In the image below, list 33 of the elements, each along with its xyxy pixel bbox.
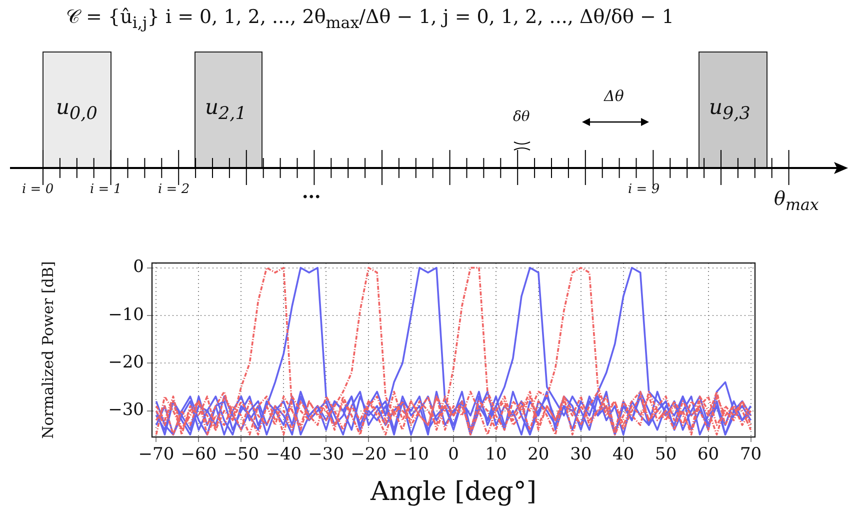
x-tick-label: −10	[393, 444, 429, 465]
x-tick-label: 10	[485, 444, 507, 465]
text: θ$_{max}$	[774, 188, 819, 214]
y-axis-title: Normalized Power [dB]	[38, 261, 57, 439]
text: 𝒞 = {û$_{i,j}$} i = 0, 1, 2, ..., 2θ$_{max}$/Δθ − 1, j = 0, 1, 2, ..., Δθ/δθ − 1	[66, 6, 674, 32]
x-tick-label: −20	[350, 444, 387, 465]
x-tick-label: 40	[612, 444, 634, 465]
y-tick-label: −10	[108, 304, 144, 325]
text: i = 1	[90, 182, 122, 197]
x-tick-label: −40	[266, 444, 302, 465]
text: i = 2	[158, 182, 190, 197]
text: u$_{9,3}$	[709, 95, 750, 124]
x-tick-label: 60	[697, 444, 720, 465]
x-tick-label: 30	[570, 444, 592, 465]
y-tick-label: −30	[108, 400, 144, 420]
text: i = 0	[22, 182, 54, 197]
y-tick-label: −20	[108, 352, 144, 373]
x-tick-label: −70	[138, 444, 174, 465]
text: i = 9	[628, 182, 660, 197]
x-tick-label: −50	[223, 444, 260, 465]
x-tick-label: 20	[528, 444, 550, 465]
x-axis-title: Angle [deg°]	[369, 477, 537, 508]
x-tick-label: −30	[308, 444, 344, 465]
text: Δθ	[604, 87, 624, 105]
x-tick-label: 50	[655, 444, 677, 465]
text: ...	[302, 182, 321, 203]
x-tick-label: −60	[180, 444, 217, 465]
x-tick-label: 0	[448, 444, 459, 465]
x-tick-label: 70	[740, 444, 762, 465]
text: δθ	[513, 109, 530, 125]
text: u$_{0,0}$	[56, 95, 98, 124]
text: u$_{2,1}$	[205, 95, 246, 124]
y-tick-label: 0	[133, 257, 144, 278]
